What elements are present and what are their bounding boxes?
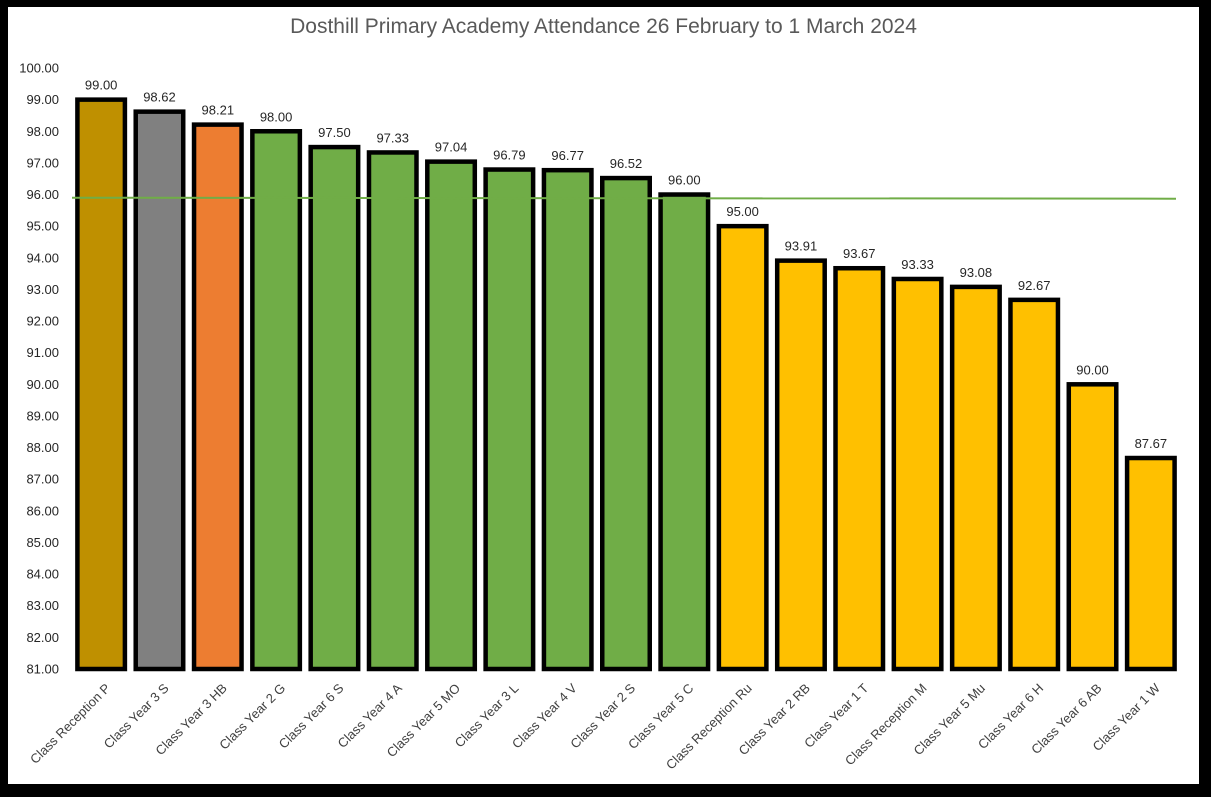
data-label: 96.52 bbox=[610, 156, 643, 171]
data-label: 87.67 bbox=[1135, 436, 1168, 451]
data-label: 93.08 bbox=[960, 265, 993, 280]
data-label: 92.67 bbox=[1018, 278, 1051, 293]
bar bbox=[891, 276, 944, 672]
y-tick-label: 93.00 bbox=[26, 282, 59, 297]
y-tick-label: 98.00 bbox=[26, 124, 59, 139]
data-label: 95.00 bbox=[726, 204, 759, 219]
bar bbox=[366, 150, 419, 672]
y-tick-label: 90.00 bbox=[26, 377, 59, 392]
data-label: 96.77 bbox=[551, 148, 584, 163]
bar bbox=[75, 97, 128, 672]
y-tick-label: 99.00 bbox=[26, 92, 59, 107]
bar bbox=[541, 167, 594, 672]
data-label: 98.21 bbox=[202, 103, 235, 118]
bar bbox=[250, 129, 303, 672]
y-tick-label: 89.00 bbox=[26, 408, 59, 423]
y-tick-label: 83.00 bbox=[26, 598, 59, 613]
bar bbox=[716, 223, 769, 672]
data-label: 98.62 bbox=[143, 90, 176, 105]
bar bbox=[600, 175, 652, 672]
bar bbox=[949, 284, 1002, 672]
y-tick-label: 82.00 bbox=[26, 630, 59, 645]
data-label: 96.00 bbox=[668, 173, 701, 188]
bar bbox=[308, 144, 361, 672]
y-tick-label: 100.00 bbox=[19, 61, 59, 76]
y-tick-label: 81.00 bbox=[26, 662, 59, 677]
y-tick-label: 97.00 bbox=[26, 155, 59, 170]
y-tick-label: 84.00 bbox=[26, 567, 59, 582]
y-tick-label: 95.00 bbox=[26, 219, 59, 234]
data-label: 93.33 bbox=[901, 257, 934, 272]
data-label: 99.00 bbox=[85, 78, 118, 93]
y-tick-label: 91.00 bbox=[26, 345, 59, 360]
chart-title: Dosthill Primary Academy Attendance 26 F… bbox=[290, 15, 917, 38]
bar bbox=[1066, 382, 1119, 672]
y-tick-label: 94.00 bbox=[26, 250, 59, 265]
bar bbox=[483, 167, 536, 672]
y-tick-label: 87.00 bbox=[26, 472, 59, 487]
bar bbox=[191, 122, 244, 672]
y-tick-label: 86.00 bbox=[26, 503, 59, 518]
y-tick-label: 96.00 bbox=[26, 187, 59, 202]
bar bbox=[1124, 455, 1177, 672]
data-label: 98.00 bbox=[260, 109, 293, 124]
y-tick-label: 88.00 bbox=[26, 440, 59, 455]
bar bbox=[1008, 297, 1061, 672]
bar bbox=[833, 265, 886, 672]
bar bbox=[425, 159, 478, 672]
data-label: 90.00 bbox=[1076, 362, 1109, 377]
data-label: 97.33 bbox=[376, 130, 409, 145]
y-tick-label: 92.00 bbox=[26, 314, 59, 329]
bar bbox=[658, 192, 711, 672]
data-label: 97.50 bbox=[318, 125, 351, 140]
y-tick-label: 85.00 bbox=[26, 535, 59, 550]
data-label: 97.04 bbox=[435, 140, 468, 155]
data-label: 93.67 bbox=[843, 246, 876, 261]
x-tick-label: Class Reception P bbox=[27, 681, 113, 767]
data-label: 93.91 bbox=[785, 239, 818, 254]
bar bbox=[133, 109, 186, 672]
data-label: 96.79 bbox=[493, 148, 526, 163]
target-line bbox=[71, 196, 1177, 200]
bar bbox=[774, 258, 827, 672]
